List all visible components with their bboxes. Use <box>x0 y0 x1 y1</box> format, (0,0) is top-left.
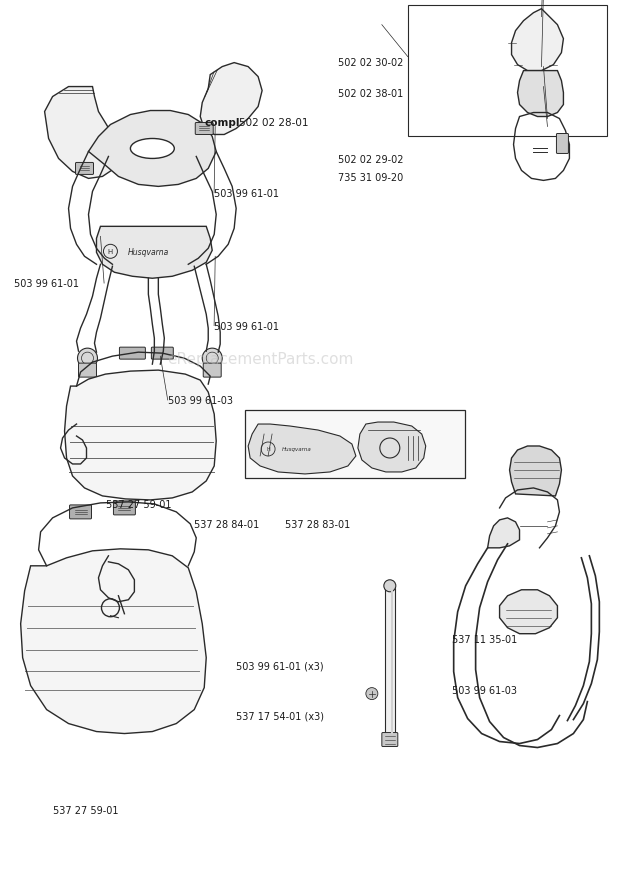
Polygon shape <box>89 112 216 187</box>
Text: 503 99 61-01: 503 99 61-01 <box>14 279 79 289</box>
Text: 502 02 28-01: 502 02 28-01 <box>239 118 308 128</box>
Circle shape <box>366 688 378 700</box>
Text: 537 27 59-01: 537 27 59-01 <box>53 805 119 815</box>
Polygon shape <box>200 64 262 136</box>
Polygon shape <box>500 590 557 634</box>
FancyBboxPatch shape <box>151 348 174 360</box>
FancyBboxPatch shape <box>382 733 398 747</box>
FancyBboxPatch shape <box>120 348 145 360</box>
Polygon shape <box>64 370 216 501</box>
Circle shape <box>202 349 222 369</box>
Text: 503 99 61-01: 503 99 61-01 <box>214 322 279 331</box>
Text: 537 28 84-01: 537 28 84-01 <box>194 519 260 529</box>
Text: 537 11 35-01: 537 11 35-01 <box>452 634 518 644</box>
FancyBboxPatch shape <box>79 364 97 377</box>
FancyBboxPatch shape <box>113 501 135 516</box>
Text: 537 27 59-01: 537 27 59-01 <box>106 500 171 510</box>
Text: H: H <box>266 447 270 452</box>
FancyBboxPatch shape <box>556 135 569 154</box>
Polygon shape <box>45 88 118 179</box>
Text: 503 99 61-03: 503 99 61-03 <box>452 686 517 696</box>
Text: 537 28 83-01: 537 28 83-01 <box>285 519 350 529</box>
Circle shape <box>384 580 396 592</box>
FancyBboxPatch shape <box>76 163 94 175</box>
Polygon shape <box>487 518 520 548</box>
Text: 503 99 61-01: 503 99 61-01 <box>214 189 279 198</box>
Polygon shape <box>97 227 212 279</box>
Ellipse shape <box>130 139 174 159</box>
Text: eReplacementParts.com: eReplacementParts.com <box>167 352 353 367</box>
Bar <box>408 5 608 137</box>
Polygon shape <box>512 10 564 72</box>
Text: 735 31 09-20: 735 31 09-20 <box>338 173 403 183</box>
Polygon shape <box>358 423 426 472</box>
Text: 502 02 30-02: 502 02 30-02 <box>338 58 403 67</box>
Polygon shape <box>20 549 206 734</box>
Text: Husqvarna: Husqvarna <box>282 447 312 452</box>
Text: 502 02 38-01: 502 02 38-01 <box>338 89 403 98</box>
Text: H: H <box>108 249 113 255</box>
Text: 537 17 54-01 (x3): 537 17 54-01 (x3) <box>236 711 324 720</box>
Text: 503 99 61-01 (x3): 503 99 61-01 (x3) <box>236 661 324 671</box>
Circle shape <box>78 349 97 369</box>
Polygon shape <box>518 72 564 117</box>
Bar <box>385 588 395 735</box>
FancyBboxPatch shape <box>69 505 92 519</box>
Text: Husqvarna: Husqvarna <box>128 247 169 257</box>
Bar <box>245 410 464 478</box>
FancyBboxPatch shape <box>195 123 213 136</box>
Text: 503 99 61-03: 503 99 61-03 <box>168 395 232 406</box>
FancyBboxPatch shape <box>203 364 221 377</box>
Text: compl: compl <box>205 118 241 128</box>
Text: 502 02 29-02: 502 02 29-02 <box>338 155 404 165</box>
Polygon shape <box>510 447 562 496</box>
Polygon shape <box>248 424 356 474</box>
